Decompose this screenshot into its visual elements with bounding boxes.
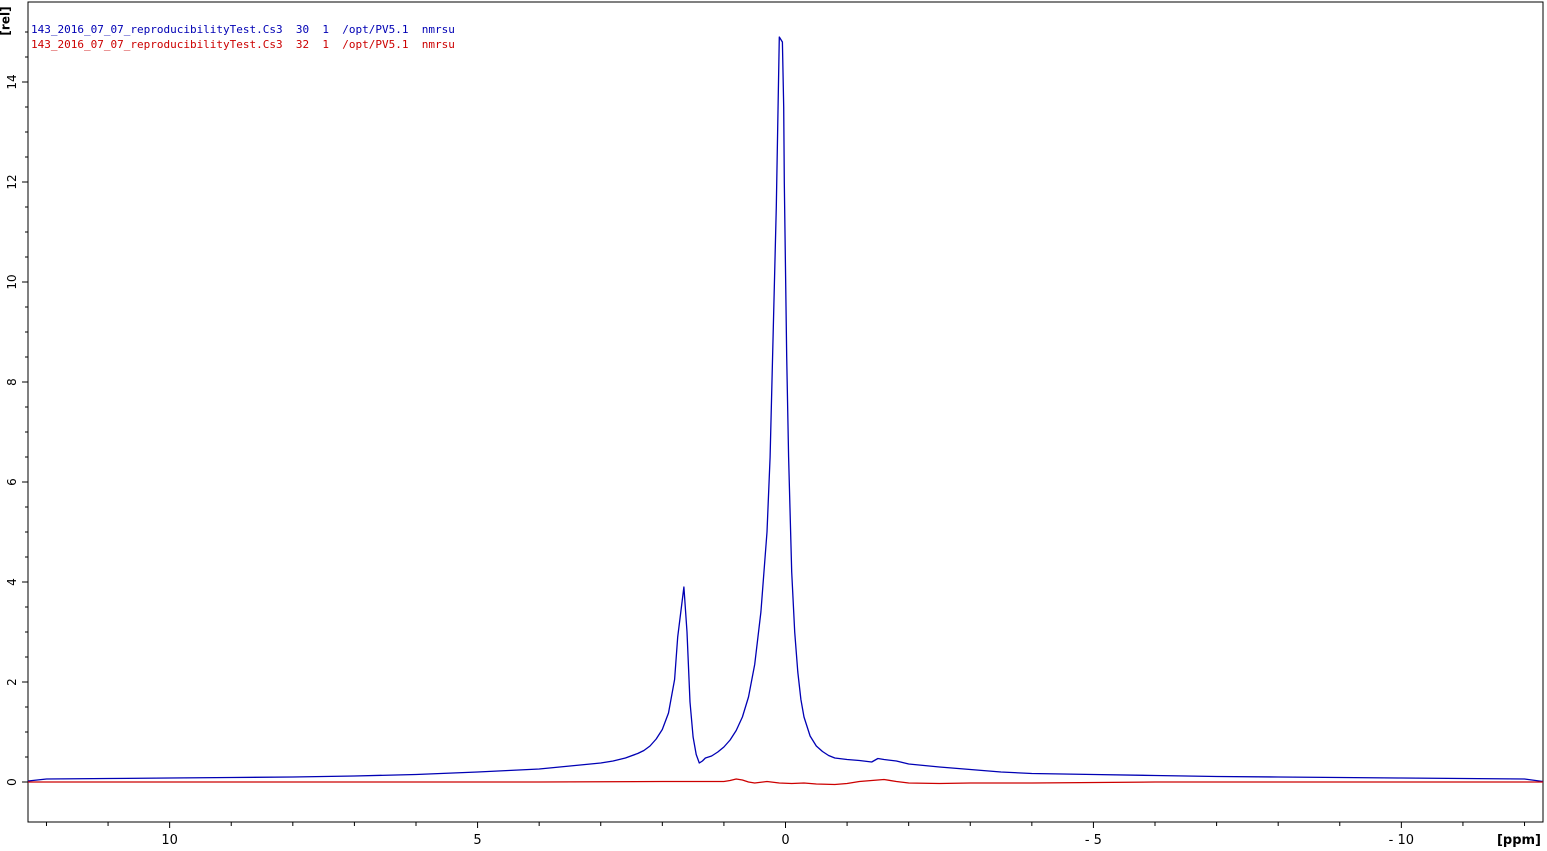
x-tick-label: 0 <box>781 833 789 848</box>
x-tick-label: 5 <box>473 833 481 848</box>
x-axis: 10 5 0 - 5 - 10 <box>45 822 1526 848</box>
legend-entry-series-2: 143_2016_07_07_reproducibilityTest.Cs3 3… <box>31 38 455 51</box>
y-tick-label: 6 <box>5 478 19 486</box>
x-axis-unit-label: [ppm] <box>1496 833 1541 848</box>
series-line-1 <box>27 36 1544 783</box>
y-axis-unit-container: [rel] <box>0 2 20 42</box>
x-tick-label: - 5 <box>1085 833 1102 848</box>
x-tick-label: 10 <box>161 833 178 848</box>
y-tick-label: 12 <box>5 174 19 189</box>
y-axis-unit-label: [rel] <box>0 6 13 36</box>
y-tick-label: 14 <box>5 74 19 89</box>
y-tick-label: 0 <box>5 778 19 786</box>
x-tick-label: - 10 <box>1389 833 1414 848</box>
plot-area-border <box>27 1 1544 823</box>
legend-entry-series-1: 143_2016_07_07_reproducibilityTest.Cs3 3… <box>31 23 455 36</box>
y-tick-label: 2 <box>5 678 19 686</box>
y-tick-label: 4 <box>5 578 19 586</box>
y-tick-label: 8 <box>5 378 19 386</box>
y-axis: 0 2 4 6 8 10 12 14 <box>5 31 28 786</box>
y-tick-label: 10 <box>5 274 19 289</box>
series-layer <box>27 36 1544 786</box>
series-line-2 <box>28 778 1543 786</box>
